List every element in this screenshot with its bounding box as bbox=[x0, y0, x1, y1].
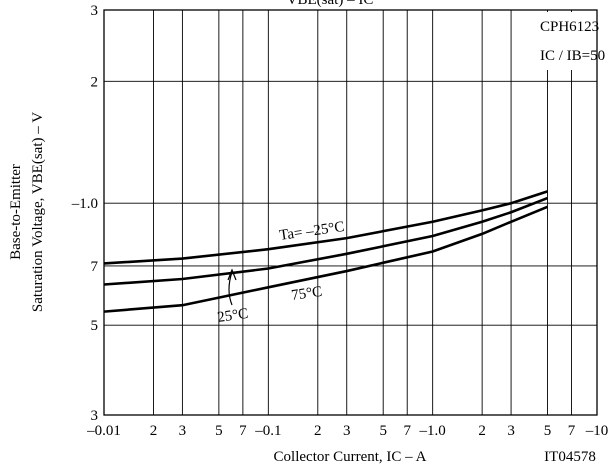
y-axis-label: Saturation Voltage, VBE(sat) – V bbox=[30, 112, 46, 312]
series-line bbox=[103, 190, 548, 265]
figure-id: IT04578 bbox=[544, 449, 596, 465]
x-tick-label: 2 bbox=[478, 423, 486, 439]
x-tick-label: 7 bbox=[239, 423, 247, 439]
y-tick-label: –1.0 bbox=[71, 196, 98, 212]
x-tick-label: –1.0 bbox=[419, 423, 446, 439]
y-tick-label: 2 bbox=[91, 74, 99, 90]
legend-box bbox=[536, 12, 596, 70]
annotation: IC / IB=50 bbox=[540, 48, 605, 64]
x-tick-label: 3 bbox=[507, 423, 515, 439]
y-tick-label: 7 bbox=[91, 259, 99, 275]
series-label: 75°C bbox=[290, 284, 323, 304]
annotation: CPH6123 bbox=[540, 19, 599, 35]
x-tick-label: 3 bbox=[179, 423, 187, 439]
x-tick-label: 5 bbox=[379, 423, 387, 439]
label-arrow bbox=[227, 268, 237, 306]
x-tick-label: 2 bbox=[150, 423, 158, 439]
chart-title: VBE(sat) – IC bbox=[287, 0, 374, 8]
x-tick-label: 7 bbox=[403, 423, 411, 439]
series-label: 25°C bbox=[216, 306, 249, 326]
x-tick-label: 5 bbox=[215, 423, 223, 439]
series-line bbox=[103, 205, 549, 313]
x-tick-label: 2 bbox=[314, 423, 322, 439]
x-tick-label: –0.01 bbox=[86, 423, 121, 439]
x-tick-label: 5 bbox=[544, 423, 552, 439]
series-line bbox=[103, 196, 549, 286]
x-tick-label: –10 bbox=[585, 423, 609, 439]
y-tick-label: 3 bbox=[91, 408, 99, 424]
y-tick-label: 3 bbox=[91, 3, 99, 19]
x-tick-label: 3 bbox=[343, 423, 351, 439]
y-tick-label: 5 bbox=[91, 318, 99, 334]
plot-frame bbox=[103, 9, 598, 416]
x-tick-label: 7 bbox=[568, 423, 576, 439]
x-tick-label: –0.1 bbox=[254, 423, 281, 439]
y-axis-label: Base-to-Emitter bbox=[8, 164, 24, 260]
x-axis-label: Collector Current, IC – A bbox=[274, 449, 427, 465]
